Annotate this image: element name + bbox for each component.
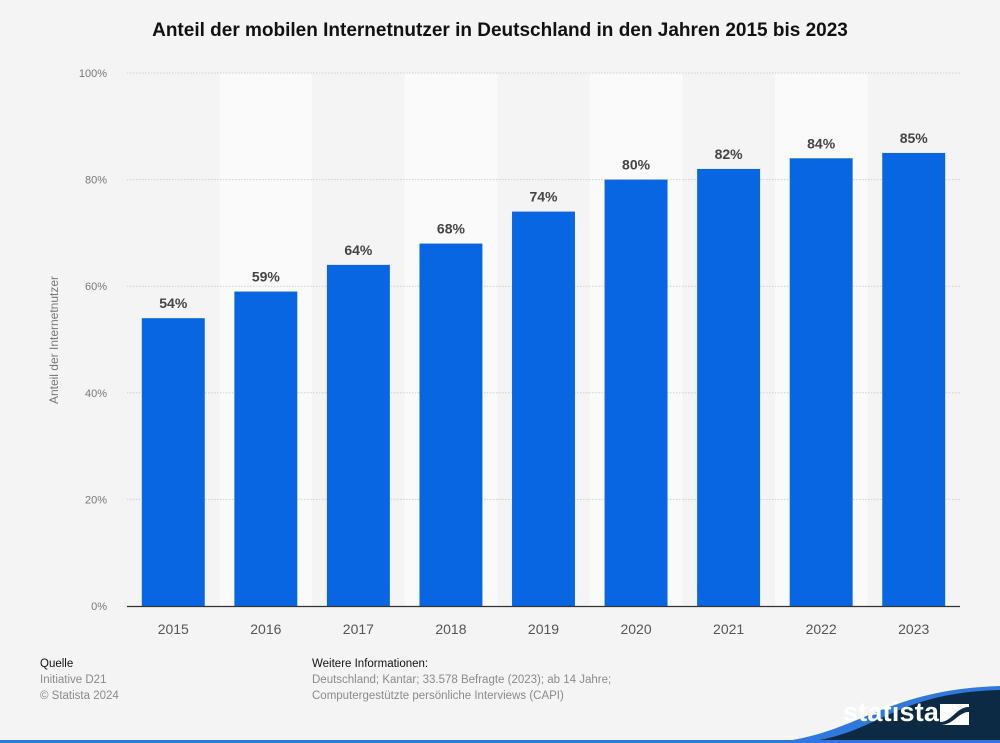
bar-2018 bbox=[419, 243, 483, 606]
chart-title: Anteil der mobilen Internetnutzer in Deu… bbox=[152, 20, 848, 41]
y-tick-label: 60% bbox=[85, 281, 107, 293]
x-tick-label: 2015 bbox=[158, 621, 189, 637]
info-heading: Weitere Informationen: bbox=[312, 658, 429, 670]
data-label: 84% bbox=[807, 135, 836, 151]
source-line[interactable]: Initiative D21 bbox=[40, 674, 107, 686]
info-line: Computergestützte persönliche Interviews… bbox=[312, 690, 564, 702]
y-tick-label: 40% bbox=[85, 388, 107, 400]
bar-2020 bbox=[604, 179, 668, 606]
data-label: 74% bbox=[529, 189, 558, 205]
x-tick-label: 2023 bbox=[898, 621, 929, 637]
y-axis-label: Anteil der Internetnutzer bbox=[47, 275, 61, 405]
x-tick-label: 2022 bbox=[806, 621, 837, 637]
bar-2022 bbox=[789, 158, 853, 606]
bar-2021 bbox=[697, 168, 761, 606]
copyright-line: © Statista 2024 bbox=[40, 690, 119, 702]
x-tick-label: 2016 bbox=[250, 621, 281, 637]
x-tick-label: 2017 bbox=[343, 621, 374, 637]
bar-2015 bbox=[141, 318, 205, 606]
bar-2023 bbox=[882, 152, 946, 606]
info-block: Weitere Informationen: Deutschland; Kant… bbox=[312, 656, 611, 704]
y-tick-label: 0% bbox=[91, 601, 107, 613]
data-label: 82% bbox=[715, 146, 744, 162]
x-tick-label: 2020 bbox=[620, 621, 651, 637]
y-tick-label: 100% bbox=[79, 68, 107, 80]
data-label: 68% bbox=[437, 221, 466, 237]
data-label: 80% bbox=[622, 157, 651, 173]
bar-2017 bbox=[326, 264, 390, 606]
source-block: Quelle Initiative D21 © Statista 2024 bbox=[40, 656, 119, 704]
data-label: 85% bbox=[900, 130, 929, 146]
bar-2019 bbox=[512, 211, 575, 606]
x-tick-label: 2019 bbox=[528, 621, 559, 637]
data-label: 64% bbox=[344, 242, 373, 258]
y-tick-label: 20% bbox=[85, 494, 107, 506]
x-tick-label: 2021 bbox=[713, 621, 744, 637]
bottom-accent-line bbox=[0, 740, 1000, 743]
statista-logo-text: statista bbox=[843, 697, 940, 727]
bar-2016 bbox=[234, 291, 298, 606]
data-label: 54% bbox=[159, 295, 188, 311]
y-tick-label: 80% bbox=[85, 175, 107, 187]
source-heading: Quelle bbox=[40, 658, 74, 670]
statista-logo-icon bbox=[940, 704, 969, 725]
x-tick-label: 2018 bbox=[435, 621, 466, 637]
statista-logo-bg[interactable] bbox=[770, 683, 1000, 743]
info-line: Deutschland; Kantar; 33.578 Befragte (20… bbox=[312, 674, 612, 686]
data-label: 59% bbox=[252, 269, 281, 285]
